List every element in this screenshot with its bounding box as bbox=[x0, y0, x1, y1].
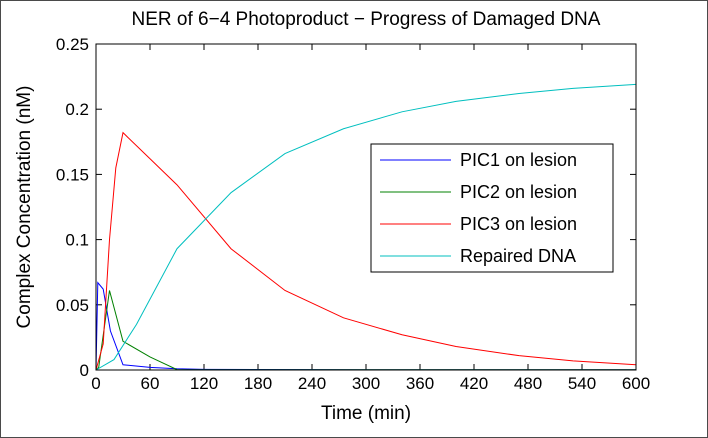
legend-label-pic1-on-lesion: PIC1 on lesion bbox=[460, 150, 577, 170]
legend: PIC1 on lesion PIC2 on lesion PIC3 on lesi… bbox=[370, 143, 614, 273]
legend-label-pic2-on-lesion: PIC2 on lesion bbox=[460, 182, 577, 202]
series-line-repaired-dna bbox=[95, 83, 637, 371]
series-line-pic3-on-lesion bbox=[95, 131, 637, 371]
y-tick-label: 0 bbox=[80, 361, 89, 380]
legend-label-repaired-dna: Repaired DNA bbox=[460, 246, 576, 266]
y-tick-label: 0.1 bbox=[65, 231, 89, 250]
x-tick-label: 540 bbox=[568, 374, 596, 393]
x-axis-label: Time (min) bbox=[321, 403, 411, 424]
y-tick-label: 0.2 bbox=[65, 100, 89, 119]
x-tick-label: 600 bbox=[622, 374, 650, 393]
legend-box bbox=[370, 143, 614, 273]
y-tick-label: 0.15 bbox=[56, 165, 89, 184]
x-tick-label: 60 bbox=[141, 374, 160, 393]
tick-group: 0 60 120 180 240 300 360 420 480 540 600 0 0.05 0.1 0.… bbox=[56, 35, 650, 393]
y-tick-label: 0.05 bbox=[56, 296, 89, 315]
x-tick-label: 360 bbox=[406, 374, 434, 393]
x-tick-label: 300 bbox=[352, 374, 380, 393]
x-tick-label: 120 bbox=[190, 374, 218, 393]
y-axis-label: Complex Concentration (nM) bbox=[14, 86, 35, 329]
x-tick-label: 420 bbox=[460, 374, 488, 393]
x-tick-label: 240 bbox=[298, 374, 326, 393]
x-tick-label: 480 bbox=[514, 374, 542, 393]
chart-title: NER of 6−4 Photoproduct − Progress of Da… bbox=[132, 9, 601, 30]
x-tick-label: 180 bbox=[244, 374, 272, 393]
y-tick-label: 0.25 bbox=[56, 35, 89, 54]
legend-label-pic3-on-lesion: PIC3 on lesion bbox=[460, 214, 577, 234]
plot-border bbox=[95, 43, 637, 371]
x-tick-label: 0 bbox=[91, 374, 100, 393]
